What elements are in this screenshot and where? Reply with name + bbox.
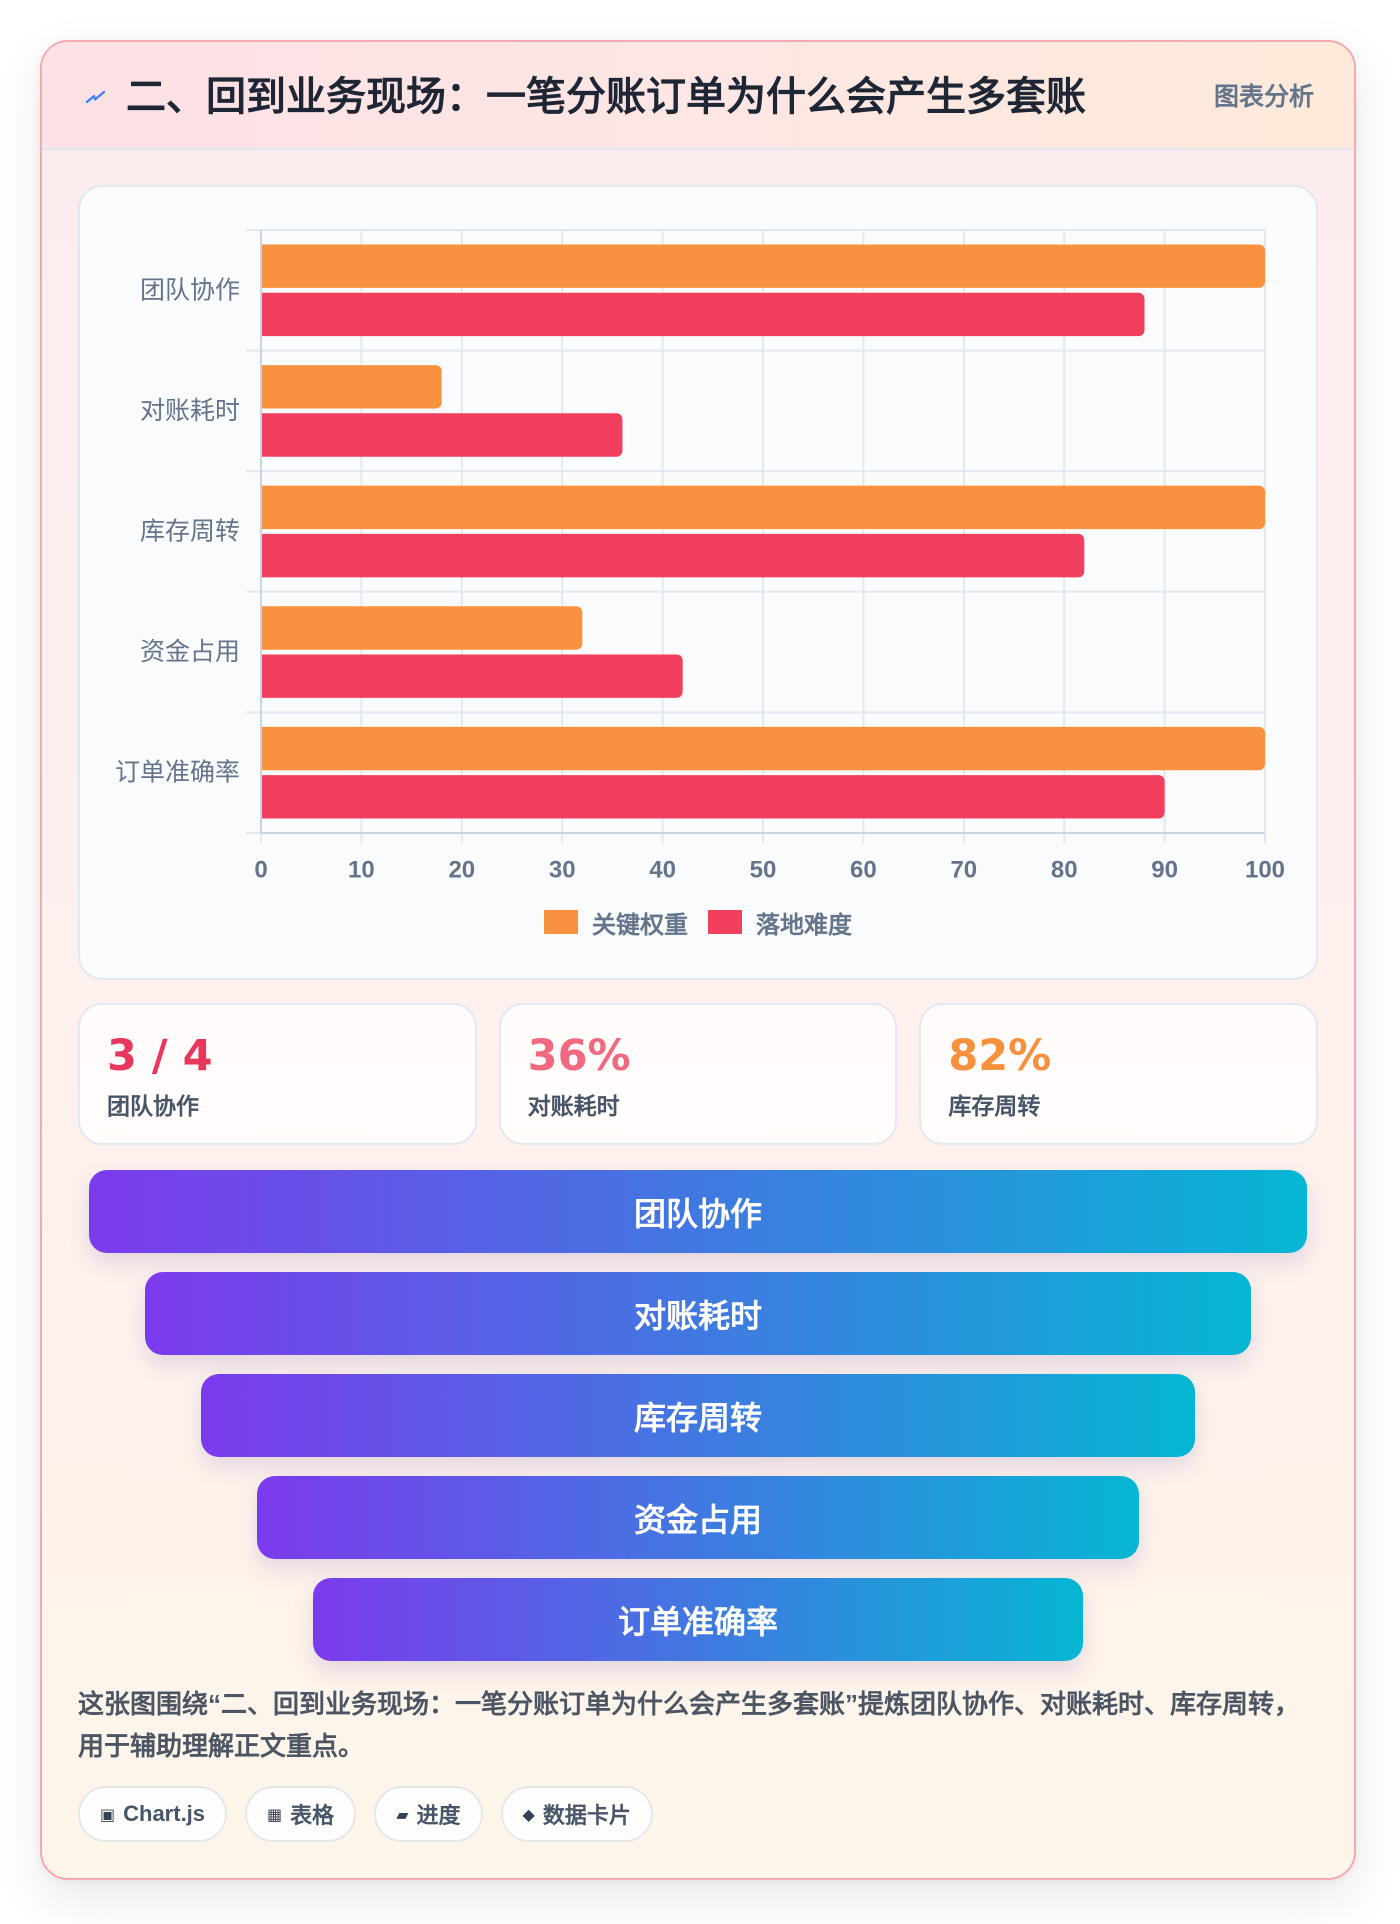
tag-chartjs: ▣ Chart.js <box>78 1786 228 1842</box>
legend-item-landing-difficulty[interactable]: 落地难度 <box>708 905 852 940</box>
bar-landing-difficulty-team-collaboration <box>261 292 1145 337</box>
x-tick-label-80: 80 <box>1051 857 1078 884</box>
funnel-step-capital-occupation: 资金占用 <box>257 1476 1139 1559</box>
funnel: 团队协作 对账耗时 库存周转 资金占用 订单准确率 <box>78 1170 1318 1680</box>
tag-table: ▦ 表格 <box>245 1786 357 1842</box>
x-tick-label-100: 100 <box>1245 857 1285 884</box>
bar-key-weight-order-accuracy <box>261 726 1265 771</box>
bar-key-weight-capital-occupation <box>261 606 583 650</box>
tag-progress: ▰ 进度 <box>374 1786 483 1842</box>
legend-label-landing-difficulty: 落地难度 <box>756 911 852 939</box>
chart-legend: 关键权重 落地难度 <box>80 905 1316 940</box>
x-tick-label-20: 20 <box>448 857 475 884</box>
lightning-icon <box>86 90 106 104</box>
bars <box>261 244 1265 819</box>
tag-label: Chart.js <box>123 1801 206 1826</box>
y-tick-label-capital-occupation: 资金占用 <box>140 638 240 666</box>
bar-landing-difficulty-reconciliation-time <box>261 413 623 457</box>
y-tick-label-order-accuracy: 订单准确率 <box>115 759 240 787</box>
funnel-step-team-collaboration: 团队协作 <box>89 1170 1307 1253</box>
stat-value: 3 / 4 <box>107 1031 213 1081</box>
diamond-icon: ◆ <box>522 1804 535 1824</box>
stat-label: 团队协作 <box>107 1093 199 1119</box>
stat-card-team-collaboration: 3 / 4 团队协作 <box>78 1003 477 1145</box>
tag-list: ▣ Chart.js ▦ 表格 ▰ 进度 ◆ 数据卡片 <box>78 1786 653 1842</box>
y-tick-label-reconciliation-time: 对账耗时 <box>140 397 240 425</box>
bar-key-weight-reconciliation-time <box>261 365 442 409</box>
tag-label: 数据卡片 <box>542 1803 631 1828</box>
stat-cards: 3 / 4 团队协作 36% 对账耗时 82% 库存周转 <box>78 1003 1319 1145</box>
bar-landing-difficulty-order-accuracy <box>261 775 1165 819</box>
x-tick-label-70: 70 <box>950 857 977 884</box>
legend-item-key-weight[interactable]: 关键权重 <box>544 905 688 940</box>
stat-value: 36% <box>527 1031 631 1081</box>
card-header: 二、回到业务现场：一笔分账订单为什么会产生多套账 图表分析 <box>42 42 1354 150</box>
tag-label: 进度 <box>416 1803 461 1828</box>
x-tick-label-40: 40 <box>649 857 676 884</box>
progress-icon: ▰ <box>396 1804 409 1824</box>
x-tick-label-60: 60 <box>850 857 877 884</box>
bar-key-weight-team-collaboration <box>261 244 1265 288</box>
x-tick-label-30: 30 <box>549 857 576 884</box>
stat-card-reconciliation-time: 36% 对账耗时 <box>498 1003 898 1145</box>
stat-label: 对账耗时 <box>527 1093 620 1119</box>
page-title: 二、回到业务现场：一笔分账订单为什么会产生多套账 <box>126 75 1086 119</box>
funnel-step-inventory-turnover: 库存周转 <box>201 1374 1195 1457</box>
table-icon: ▦ <box>267 1804 283 1824</box>
tag-data-card: ◆ 数据卡片 <box>500 1786 653 1842</box>
x-tick-label-50: 50 <box>750 857 777 884</box>
funnel-step-order-accuracy: 订单准确率 <box>313 1578 1083 1661</box>
bar-key-weight-inventory-turnover <box>261 485 1265 530</box>
x-tick-label-90: 90 <box>1151 857 1178 884</box>
chart-description: 这张图围绕“二、回到业务现场：一笔分账订单为什么会产生多套账”提炼团队协作、对账… <box>78 1689 1301 1761</box>
legend-label-key-weight: 关键权重 <box>592 911 688 939</box>
bar-chart-panel: 团队协作对账耗时库存周转资金占用订单准确率 0 10 20 30 40 50 60 70 80 90… <box>78 185 1318 980</box>
stat-card-inventory-turnover: 82% 库存周转 <box>919 1003 1319 1145</box>
x-tick-label-10: 10 <box>348 857 375 884</box>
legend-swatch-key-weight <box>544 910 578 934</box>
chart-icon: ▣ <box>100 1804 116 1824</box>
legend-swatch-landing-difficulty <box>708 910 742 934</box>
y-tick-label-inventory-turnover: 库存周转 <box>140 518 240 546</box>
y-tick-label-team-collaboration: 团队协作 <box>140 276 240 304</box>
chart-card: 二、回到业务现场：一笔分账订单为什么会产生多套账 图表分析 团队协作 对账耗时 库存… <box>40 40 1356 1880</box>
bar-landing-difficulty-capital-occupation <box>261 654 683 698</box>
bar-landing-difficulty-inventory-turnover <box>261 533 1085 578</box>
stat-value: 82% <box>948 1031 1052 1081</box>
x-tick-label-0: 0 <box>254 857 267 884</box>
funnel-step-reconciliation-time: 对账耗时 <box>145 1272 1251 1355</box>
stat-label: 库存周转 <box>948 1093 1041 1119</box>
header-badge: 图表分析 <box>1213 83 1314 111</box>
tag-label: 表格 <box>290 1803 335 1828</box>
